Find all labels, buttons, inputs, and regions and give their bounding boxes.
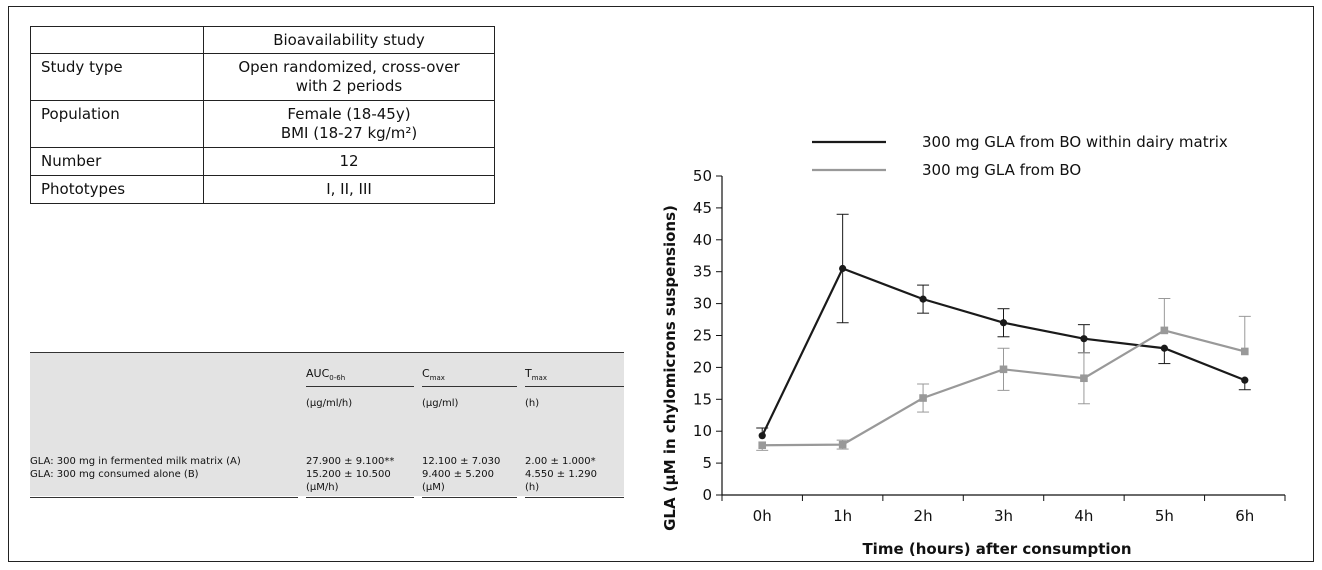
unit-label: (µg/ml) <box>422 398 459 409</box>
gla-line-chart: 0 5 10 15 20 25 30 35 40 45 50 0h 1h 2h 3h 4h 5h 6h 300 m… <box>661 133 1286 558</box>
cell-line: 12 <box>339 152 359 170</box>
y-tick-label: 15 <box>693 390 712 408</box>
table-cell: 2.00 ± 1.000* <box>525 456 596 467</box>
table-cell: Female (18-45y) BMI (18-27 kg/m²) <box>203 100 495 148</box>
x-tick-label: 1h <box>833 507 852 525</box>
footer-rule <box>30 497 298 498</box>
header-rule <box>422 386 517 387</box>
chart-ticks: 0 5 10 15 20 25 30 35 40 45 50 0h 1h 2h 3h 4h 5h 6h <box>693 167 1286 525</box>
row-label: Population <box>30 100 204 148</box>
table-cell: 15.200 ± 10.500 <box>306 469 391 480</box>
table-cell: I, II, III <box>203 175 495 204</box>
figure-frame <box>8 6 1314 562</box>
x-tick-label: 2h <box>914 507 933 525</box>
table-row: Phototypes I, II, III <box>30 175 495 204</box>
data-point <box>1241 376 1249 384</box>
y-tick-label: 5 <box>702 454 712 472</box>
x-tick-label: 4h <box>1074 507 1093 525</box>
row-label: Number <box>30 147 204 176</box>
cell-line: with 2 periods <box>295 77 403 95</box>
legend-label: 300 mg GLA from BO within dairy matrix <box>922 133 1228 151</box>
cell-line: Open randomized, cross-over <box>238 58 460 76</box>
table-cell: 12 <box>203 147 495 176</box>
data-point <box>758 441 767 450</box>
x-axis-title: Time (hours) after consumption <box>862 540 1131 558</box>
header-rule <box>306 386 414 387</box>
data-point <box>1240 347 1249 356</box>
x-tick-label: 3h <box>994 507 1013 525</box>
y-tick-label: 0 <box>702 486 712 504</box>
footer-rule <box>422 497 517 498</box>
table-cell <box>30 26 204 54</box>
x-tick-label: 0h <box>753 507 772 525</box>
row-label: Study type <box>30 53 204 101</box>
study-design-table: Bioavailability study Study type Open ra… <box>30 26 495 204</box>
unit-label: (µM/h) <box>306 482 339 493</box>
footer-rule <box>525 497 624 498</box>
row-label: GLA: 300 mg consumed alone (B) <box>30 469 199 480</box>
unit-label: (h) <box>525 482 540 493</box>
header-cmax: Cmax <box>422 367 445 383</box>
cell-line: Female (18-45y) <box>287 105 411 123</box>
data-point <box>999 319 1008 327</box>
data-point <box>919 394 927 402</box>
table-header-cell: Bioavailability study <box>203 26 495 54</box>
table-cell: Open randomized, cross-over with 2 perio… <box>203 53 495 101</box>
table-row: Bioavailability study <box>30 26 495 54</box>
header-auc: AUC0-6h <box>306 367 346 383</box>
y-tick-label: 45 <box>693 199 712 217</box>
chart-legend: 300 mg GLA from BO within dairy matrix 30… <box>812 133 1228 179</box>
y-tick-label: 10 <box>693 422 712 440</box>
data-point <box>1080 374 1088 383</box>
table-cell: 4.550 ± 1.290 <box>525 469 597 480</box>
data-point <box>838 440 847 449</box>
y-tick-label: 25 <box>693 327 712 345</box>
y-axis-title: GLA (µM in chylomicrons suspensions) <box>661 205 679 531</box>
table-row: Number 12 <box>30 147 495 176</box>
unit-label: (h) <box>525 398 540 409</box>
table-cell: 27.900 ± 9.100** <box>306 456 395 467</box>
data-point <box>999 365 1008 374</box>
y-tick-label: 40 <box>693 231 712 249</box>
x-tick-label: 6h <box>1235 507 1254 525</box>
row-label: Phototypes <box>30 175 204 204</box>
table-rule <box>30 352 624 353</box>
table-row: Study type Open randomized, cross-over w… <box>30 53 495 101</box>
footer-rule <box>306 497 414 498</box>
table-cell: 12.100 ± 7.030 <box>422 456 501 467</box>
data-point <box>1080 335 1088 343</box>
unit-label: (µM) <box>422 482 445 493</box>
unit-label: (µg/ml/h) <box>306 398 353 409</box>
row-label: GLA: 300 mg in fermented milk matrix (A) <box>30 456 241 467</box>
table-row: Population Female (18-45y) BMI (18-27 kg… <box>30 100 495 148</box>
x-tick-label: 5h <box>1155 507 1174 525</box>
cell-line: I, II, III <box>326 180 372 198</box>
y-tick-label: 20 <box>693 358 712 376</box>
data-point <box>919 295 927 303</box>
cell-line: BMI (18-27 kg/m²) <box>280 124 418 142</box>
table-background <box>30 352 624 496</box>
data-point <box>1160 344 1168 352</box>
data-point <box>1160 326 1169 335</box>
data-point <box>758 432 766 440</box>
chart-series <box>756 213 1251 451</box>
header-tmax: Tmax <box>525 367 547 383</box>
legend-label: 300 mg GLA from BO <box>922 161 1081 179</box>
data-point <box>839 264 847 273</box>
y-tick-label: 35 <box>693 263 712 281</box>
y-tick-label: 50 <box>693 167 712 185</box>
pharmacokinetics-table: AUC0-6h Cmax Tmax (µg/ml/h) (µg/ml) (h) … <box>30 352 624 498</box>
header-rule <box>525 386 624 387</box>
y-tick-label: 30 <box>693 295 712 313</box>
table-cell: 9.400 ± 5.200 <box>422 469 494 480</box>
